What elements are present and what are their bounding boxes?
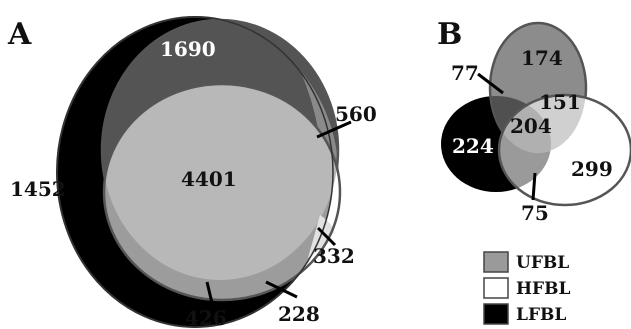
- venn-a-hfbl-outline: [102, 82, 342, 302]
- venn-b-hfbl-outline: [497, 93, 631, 207]
- panel-b: B 174 77 151 204 224 299 75: [437, 17, 631, 225]
- venn-b-label-lfbl-only: 224: [452, 134, 494, 158]
- leader-line-75: [531, 172, 537, 201]
- leader-line-560: [316, 120, 352, 139]
- venn-b-label-all-three: 204: [510, 114, 552, 138]
- legend-swatch-lfbl: [483, 303, 509, 325]
- legend-label-lfbl: LFBL: [516, 305, 566, 325]
- venn-b-label-hfbl-only: 299: [571, 157, 613, 181]
- panel-b-label: B: [437, 17, 462, 52]
- legend: UFBL HFBL LFBL: [483, 251, 571, 325]
- leader-line-77: [477, 72, 504, 95]
- venn-b-label-lfbl-hfbl: 75: [521, 201, 549, 225]
- venn-b-all-three-region: [499, 96, 551, 153]
- venn-a-label-bottom-sliver: 426: [185, 306, 227, 329]
- leader-line-426: [205, 281, 214, 304]
- venn-a-label-top-dark: 1690: [160, 37, 216, 61]
- venn-a-label-center: 4401: [181, 167, 237, 191]
- leader-line-228: [265, 280, 298, 299]
- venn-a-all-three-region: [104, 84, 338, 280]
- legend-swatch-hfbl: [483, 277, 509, 299]
- venn-b-label-ufbl-hfbl: 151: [539, 90, 581, 114]
- venn-a-lfbl-outline: [56, 16, 334, 328]
- legend-label-ufbl: UFBL: [516, 253, 569, 273]
- venn-b-label-ufbl-lfbl: 77: [451, 61, 479, 85]
- venn-a-label-left-only: 1452: [10, 177, 66, 201]
- venn-a-label-ufbl-hfbl: 332: [313, 244, 355, 268]
- leader-line-332: [316, 226, 337, 247]
- legend-swatch-ufbl: [483, 251, 509, 273]
- panel-a: A 1690 4401 1452 560 332 228 426: [7, 16, 377, 329]
- venn-a-label-hfbl-only: 228: [278, 302, 320, 326]
- venn-b-label-ufbl-only: 174: [521, 46, 563, 70]
- panel-a-label: A: [7, 17, 32, 52]
- venn-a-label-right-ufbl: 560: [335, 102, 377, 126]
- legend-label-hfbl: HFBL: [516, 279, 571, 299]
